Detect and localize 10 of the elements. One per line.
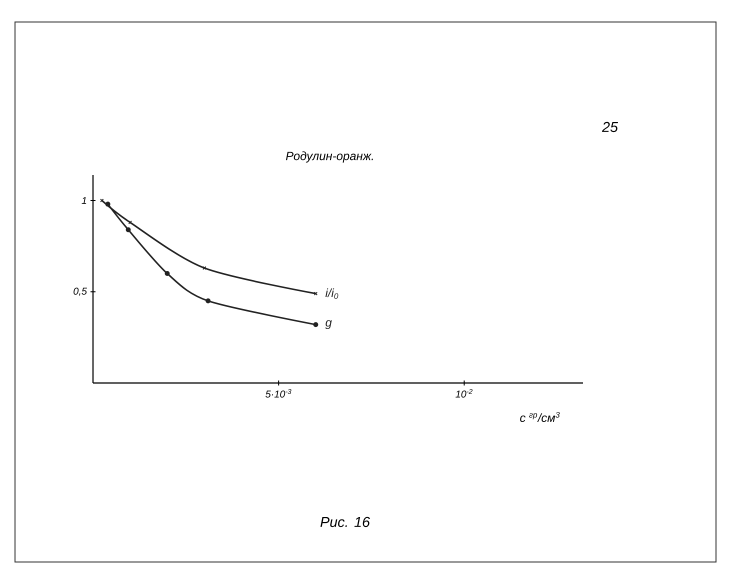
x-axis-title: c $^{гр}$/см$^{3}$ [520, 412, 560, 422]
x-tick-label: 10$^{-2}$ [456, 389, 473, 398]
text: 25 [602, 122, 618, 132]
text: Рис. 16 [320, 516, 370, 528]
series-label: i/i$_{0}$ [325, 288, 338, 299]
chart-title: Родулин-оранж. [286, 151, 373, 163]
x-tick-label: 5·10$^{-3}$ [266, 389, 292, 398]
y-tick-label: 1 [82, 197, 86, 204]
series-label: g [325, 320, 332, 330]
y-tick-label: 0,5 [74, 288, 88, 296]
